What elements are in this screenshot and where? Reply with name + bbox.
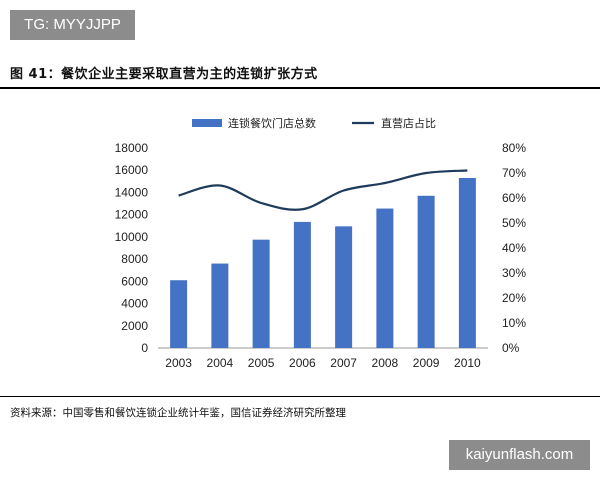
y-left-tick-label: 8000 xyxy=(121,252,148,266)
bar-2007 xyxy=(335,226,353,348)
bar-2010 xyxy=(458,178,476,348)
y-left-tick-label: 10000 xyxy=(115,230,149,244)
y-right-tick-label: 80% xyxy=(502,141,526,155)
figure-title: 图 41：餐饮企业主要采取直营为主的连锁扩张方式 xyxy=(10,67,318,82)
legend-bar-label: 连锁餐饮门店总数 xyxy=(228,116,316,130)
watermark-bottom: kaiyunflash.com xyxy=(449,440,590,470)
y-right-tick-label: 30% xyxy=(502,266,526,280)
y-right-tick-label: 70% xyxy=(502,166,526,180)
y-left-tick-label: 2000 xyxy=(121,319,148,333)
y-left-tick-label: 18000 xyxy=(115,141,149,155)
y-left-tick-label: 0 xyxy=(141,341,148,355)
x-tick-label: 2007 xyxy=(330,356,357,370)
title-rule xyxy=(0,87,600,89)
y-right-tick-label: 40% xyxy=(502,241,526,255)
source-rule xyxy=(0,396,600,397)
y-right-tick-label: 10% xyxy=(502,316,526,330)
x-tick-label: 2009 xyxy=(413,356,440,370)
y-right-tick-label: 50% xyxy=(502,216,526,230)
legend-line-label: 直营店占比 xyxy=(381,116,436,130)
x-tick-label: 2008 xyxy=(372,356,399,370)
y-left-tick-label: 16000 xyxy=(115,163,149,177)
bar-2004 xyxy=(211,263,229,348)
source-note: 资料来源：中国零售和餐饮连锁企业统计年鉴，国信证券经济研究所整理 xyxy=(10,407,346,419)
x-tick-label: 2010 xyxy=(454,356,481,370)
combo-chart: 连锁餐饮门店总数 直营店占比 0 2000 4000 6000 8000 10000 1200… xyxy=(115,116,527,370)
y-right-tick-label: 20% xyxy=(502,291,526,305)
y-left-tick-label: 12000 xyxy=(115,208,149,222)
y-left-tick-label: 6000 xyxy=(121,274,148,288)
legend: 连锁餐饮门店总数 直营店占比 xyxy=(192,116,436,130)
ratio-series-line xyxy=(178,169,468,211)
bar-2005 xyxy=(252,239,270,348)
bars xyxy=(170,178,476,348)
watermark-top: TG: MYYJJPP xyxy=(10,10,135,40)
y-left-tick-label: 14000 xyxy=(115,185,149,199)
bar-2003 xyxy=(170,280,188,348)
bar-2008 xyxy=(376,208,394,348)
x-tick-label: 2006 xyxy=(289,356,316,370)
y-right-tick-label: 0% xyxy=(502,341,520,355)
bar-2009 xyxy=(417,195,435,348)
ratio-line xyxy=(178,169,468,211)
x-tick-label: 2003 xyxy=(165,356,192,370)
bar-2006 xyxy=(293,221,311,348)
y-left-tick-label: 4000 xyxy=(121,297,148,311)
x-tick-label: 2004 xyxy=(207,356,234,370)
y-right-tick-label: 60% xyxy=(502,191,526,205)
legend-bar-swatch xyxy=(192,119,222,127)
x-tick-label: 2005 xyxy=(248,356,275,370)
